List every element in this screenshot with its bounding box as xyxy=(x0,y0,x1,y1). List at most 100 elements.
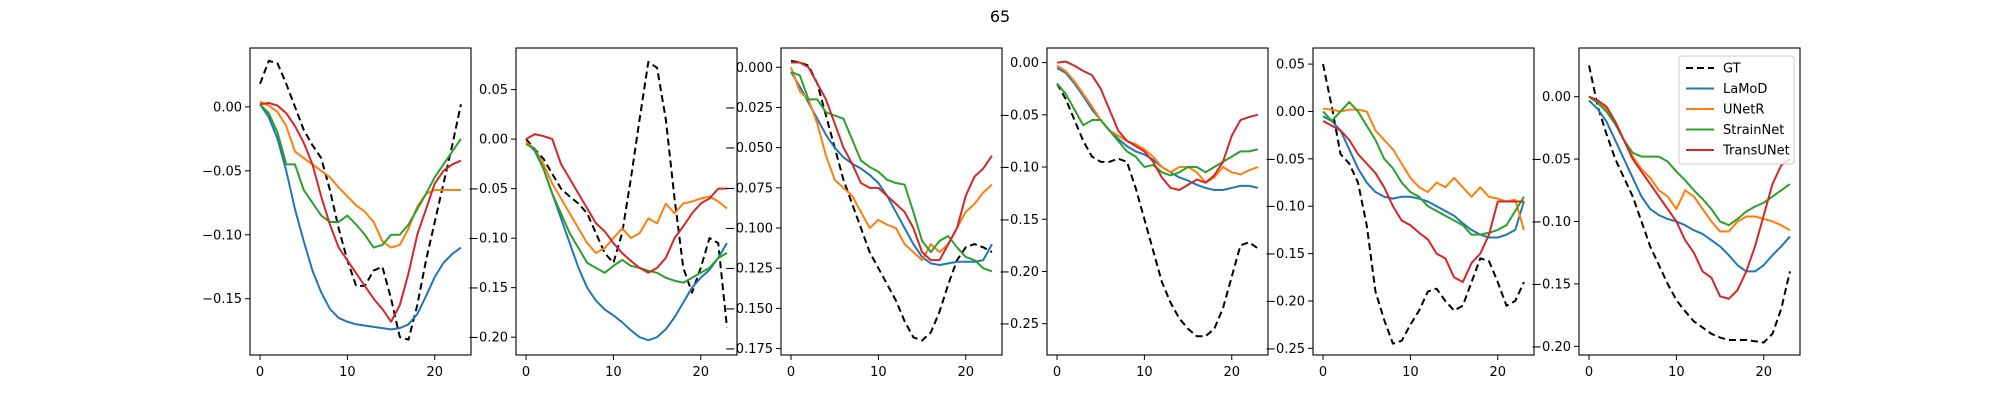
panel-6: 0 10 20 0.00 −0.05 −0.10 −0.15 −0.20 xyxy=(1531,47,1801,380)
y-tick-label: 0.00 xyxy=(1010,56,1039,71)
legend-item-unetr: UNetR xyxy=(1686,103,1764,118)
series-line-gt xyxy=(259,59,462,341)
y-tick-label: −0.15 xyxy=(202,292,242,307)
legend: GT LaMoD UNetR StrainNet TransUNet xyxy=(1678,55,1795,165)
legend-label: GT xyxy=(1723,62,1741,77)
panel-1-lines xyxy=(259,59,462,341)
y-tick-label: 0.00 xyxy=(479,133,508,148)
series-line-lamod xyxy=(525,141,728,342)
series-line-transunet xyxy=(1056,60,1259,192)
panel-1: 0 10 20 0.00 −0.05 −0.10 −0.15 xyxy=(202,47,472,380)
y-tick-label: −0.10 xyxy=(1531,215,1571,230)
series-line-strainnet xyxy=(790,71,993,273)
panel-5: 0 10 20 0.05 0.00 −0.05 −0.10 −0.15 −0.20 −0.25 xyxy=(1265,47,1535,380)
x-tick-label: 10 xyxy=(339,365,356,380)
y-tick-label: −0.20 xyxy=(468,331,508,346)
y-tick-label: −0.15 xyxy=(468,281,508,296)
panel-2-frame xyxy=(515,47,738,356)
panel-3: 0 10 20 0.000 −0.025 −0.050 −0.075 −0.100 −0.125… xyxy=(725,47,1003,380)
x-tick-label: 20 xyxy=(957,365,974,380)
series-line-lamod xyxy=(790,71,993,266)
legend-label: TransUNet xyxy=(1722,144,1790,159)
panel-4-lines xyxy=(1056,60,1259,338)
series-line-transunet xyxy=(525,133,727,274)
x-tick-label: 10 xyxy=(605,365,622,380)
series-line-unetr xyxy=(525,141,728,254)
y-tick-label: 0.00 xyxy=(213,100,242,115)
y-tick-label: −0.10 xyxy=(468,232,508,247)
y-tick-label: −0.20 xyxy=(1531,340,1571,355)
y-tick-label: 0.000 xyxy=(736,61,773,76)
series-line-gt xyxy=(525,60,728,328)
y-tick-label: −0.175 xyxy=(725,342,773,357)
x-tick-label: 20 xyxy=(1489,365,1506,380)
y-tick-label: −0.025 xyxy=(725,101,773,116)
series-line-strainnet xyxy=(525,143,728,284)
x-tick-label: 10 xyxy=(1402,365,1419,380)
x-tick-label: 10 xyxy=(1136,365,1153,380)
panel-2: 0 10 20 0.05 0.00 −0.05 −0.10 −0.15 −0.20 xyxy=(468,47,738,380)
y-tick-label: −0.10 xyxy=(1265,200,1305,215)
series-line-strainnet xyxy=(259,103,462,249)
panel-4-frame xyxy=(1046,47,1269,356)
series-line-transunet xyxy=(259,102,462,323)
y-tick-label: −0.15 xyxy=(1531,277,1571,292)
y-tick-label: −0.075 xyxy=(725,181,773,196)
series-line-lamod xyxy=(1056,66,1259,192)
series-line-gt xyxy=(790,59,993,342)
x-tick-label: 0 xyxy=(1319,365,1327,380)
x-tick-label: 10 xyxy=(870,365,887,380)
x-tick-label: 20 xyxy=(1223,365,1240,380)
y-tick-label: −0.20 xyxy=(999,265,1039,280)
x-tick-label: 0 xyxy=(1585,365,1593,380)
y-tick-label: −0.25 xyxy=(999,317,1039,332)
series-line-unetr xyxy=(1056,64,1259,184)
y-tick-label: −0.05 xyxy=(1531,153,1571,168)
y-tick-label: −0.20 xyxy=(1265,294,1305,309)
y-tick-label: −0.100 xyxy=(725,222,773,237)
panel-3-frame xyxy=(780,47,1003,356)
series-line-transunet xyxy=(1322,120,1524,284)
panels: 0 10 200.00−0.05−0.10−0.150 10 200.050.00−0.… xyxy=(202,47,1801,380)
y-tick-label: −0.05 xyxy=(999,108,1039,123)
y-tick-label: −0.25 xyxy=(1265,342,1305,357)
figure-title: 65 xyxy=(990,7,1010,26)
x-tick-label: 0 xyxy=(256,365,264,380)
series-line-lamod xyxy=(1588,99,1791,273)
x-tick-label: 20 xyxy=(426,365,443,380)
series-line-lamod xyxy=(259,103,462,331)
legend-item-transunet: TransUNet xyxy=(1686,144,1790,159)
series-line-gt xyxy=(1588,65,1791,344)
legend-label: UNetR xyxy=(1723,103,1764,118)
panel-5-lines xyxy=(1322,63,1525,345)
series-line-gt xyxy=(1056,83,1259,338)
x-tick-label: 0 xyxy=(522,365,530,380)
y-tick-label: −0.05 xyxy=(1265,152,1305,167)
legend-label: LaMoD xyxy=(1723,82,1767,97)
x-tick-label: 20 xyxy=(1755,365,1772,380)
x-tick-label: 0 xyxy=(1053,365,1061,380)
panel-4: 0 10 20 0.00 −0.05 −0.10 −0.15 −0.20 −0.25 xyxy=(999,47,1269,380)
panel-2-lines xyxy=(525,60,728,342)
panel-5-frame xyxy=(1312,47,1535,356)
y-tick-label: 0.00 xyxy=(1542,90,1571,105)
x-tick-label: 0 xyxy=(787,365,795,380)
legend-box xyxy=(1678,55,1795,165)
legend-item-gt: GT xyxy=(1686,62,1741,77)
legend-item-lamod: LaMoD xyxy=(1686,82,1767,97)
y-tick-label: −0.05 xyxy=(468,182,508,197)
panel-1-frame xyxy=(249,47,472,356)
series-line-gt xyxy=(1322,63,1525,345)
y-tick-label: −0.150 xyxy=(725,302,773,317)
y-tick-label: −0.10 xyxy=(202,228,242,243)
y-tick-label: −0.15 xyxy=(1265,247,1305,262)
panel-6-frame xyxy=(1578,47,1801,356)
panel-6-lines xyxy=(1588,65,1791,344)
y-tick-label: −0.15 xyxy=(999,213,1039,228)
legend-item-strainnet: StrainNet xyxy=(1686,123,1784,138)
series-line-transunet xyxy=(1588,95,1791,300)
x-tick-label: 20 xyxy=(692,365,709,380)
y-tick-label: −0.050 xyxy=(725,141,773,156)
